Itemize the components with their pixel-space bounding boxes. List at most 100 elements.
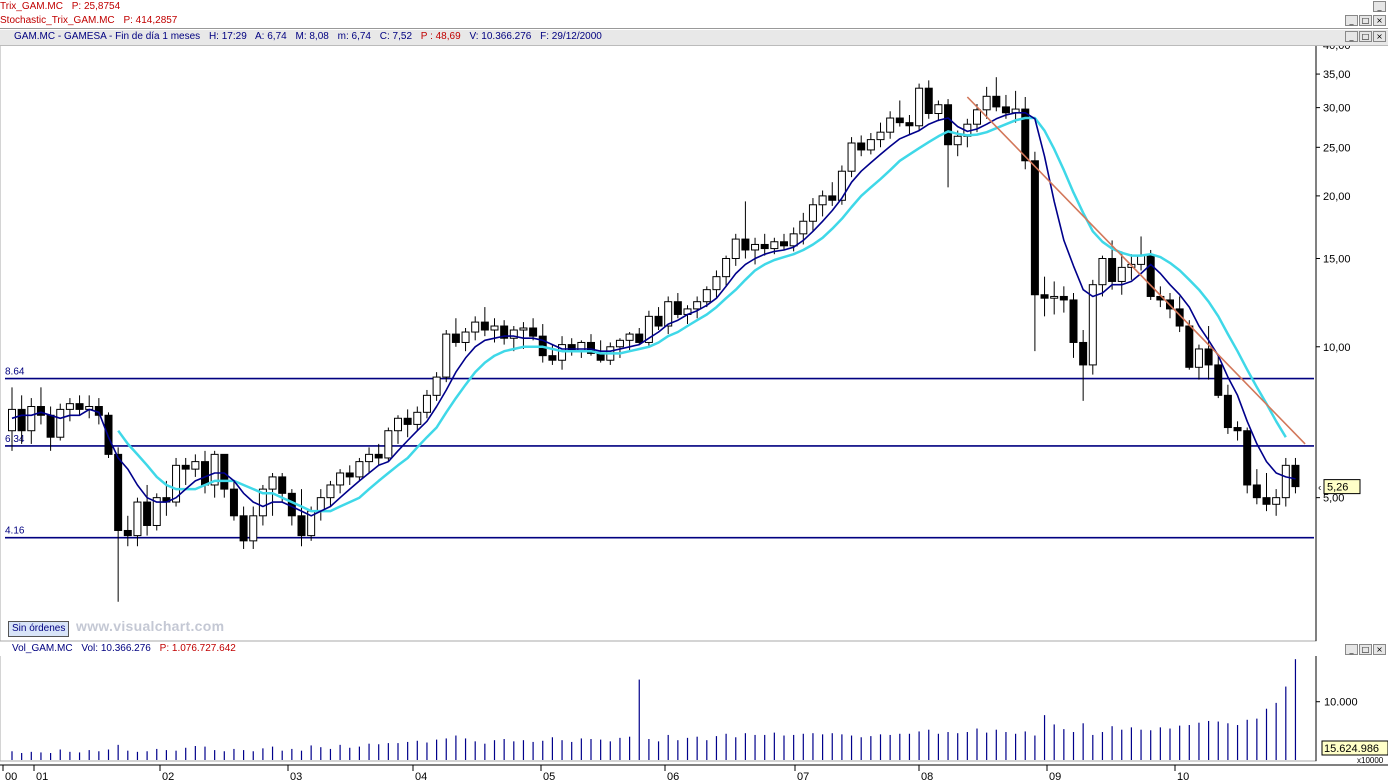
volume-study-p: P: 1.076.727.642 bbox=[159, 643, 236, 654]
y-tick-label: 5,00 bbox=[1323, 493, 1344, 505]
candle-up bbox=[509, 329, 518, 339]
stochastic-name[interactable]: Stochastic_Trix_GAM.MC bbox=[0, 15, 115, 26]
symbol-label: GAM.MC - GAMESA - Fin de día 1 meses bbox=[14, 31, 201, 42]
candle-down bbox=[1185, 325, 1194, 368]
maximize-icon[interactable]: □ bbox=[1359, 15, 1372, 26]
candle-down bbox=[1040, 294, 1049, 299]
y-tick-label: 35,00 bbox=[1323, 69, 1351, 81]
candle-up bbox=[210, 453, 219, 486]
candle-down bbox=[1262, 497, 1271, 505]
candle-down bbox=[1223, 394, 1232, 429]
candle-down bbox=[220, 453, 229, 490]
candle-down bbox=[114, 453, 123, 531]
x-tick-label: 02 bbox=[162, 771, 174, 783]
candle-down bbox=[104, 414, 113, 455]
candle-down bbox=[1175, 308, 1184, 327]
candle-down bbox=[587, 341, 595, 354]
candle-down bbox=[944, 104, 953, 146]
minimize-icon[interactable]: _ bbox=[1345, 31, 1358, 42]
candle-down bbox=[1021, 108, 1030, 162]
candle-up bbox=[847, 142, 856, 172]
candle-down bbox=[673, 301, 682, 315]
minimize-icon[interactable]: _ bbox=[1345, 15, 1358, 26]
candle-up bbox=[751, 243, 760, 251]
candle-up bbox=[461, 331, 470, 343]
y-tick-label: 20,00 bbox=[1323, 191, 1351, 203]
date-label: F: 29/12/2000 bbox=[540, 31, 602, 42]
candle-down bbox=[239, 515, 248, 542]
candle-up bbox=[644, 315, 653, 343]
candle-up bbox=[432, 376, 441, 396]
candle-down bbox=[36, 406, 45, 416]
candle-down bbox=[75, 403, 84, 410]
trix-value: P: 25,8754 bbox=[71, 1, 121, 12]
maximize-icon[interactable]: □ bbox=[1359, 31, 1372, 42]
stochastic-study-header: Stochastic_Trix_GAM.MC P: 414,2857 _ □ × bbox=[0, 14, 1388, 29]
candle-up bbox=[915, 87, 924, 127]
candle-up bbox=[8, 408, 16, 432]
x-tick-label: 04 bbox=[415, 771, 427, 783]
support-line-label: 6.34 bbox=[5, 434, 25, 445]
maximize-icon[interactable]: □ bbox=[1359, 644, 1372, 655]
trend-line bbox=[966, 96, 1306, 445]
candle-up bbox=[442, 333, 451, 378]
stochastic-window-controls: _ □ × bbox=[1345, 15, 1386, 26]
support-line-label: 8.64 bbox=[5, 367, 25, 378]
candle-down bbox=[374, 453, 383, 459]
last-volume-label: 15.624.986 bbox=[1324, 743, 1379, 755]
candle-down bbox=[278, 476, 287, 494]
candle-down bbox=[229, 488, 238, 517]
candle-down bbox=[828, 195, 837, 201]
candle-up bbox=[394, 417, 402, 432]
volume-panel-header: Vol_GAM.MC Vol: 10.366.276 P: 1.076.727.… bbox=[0, 642, 1388, 656]
candle-down bbox=[123, 529, 132, 537]
candle-up bbox=[886, 117, 895, 133]
candle-up bbox=[1272, 497, 1281, 505]
candle-up bbox=[808, 204, 817, 222]
candle-down bbox=[1146, 255, 1155, 297]
minimize-icon[interactable]: _ bbox=[1373, 1, 1386, 12]
volume-study-name[interactable]: Vol_GAM.MC bbox=[12, 643, 73, 654]
price-info-bar: GAM.MC - GAMESA - Fin de día 1 meses H: … bbox=[0, 30, 1388, 46]
candle-up bbox=[56, 408, 65, 438]
candle-up bbox=[615, 339, 624, 348]
trix-name[interactable]: Trix_GAM.MC bbox=[0, 1, 63, 12]
x-tick-label: 03 bbox=[290, 771, 302, 783]
candle-up bbox=[413, 411, 422, 425]
close-icon[interactable]: × bbox=[1373, 644, 1386, 655]
y-tick-label: 25,00 bbox=[1323, 142, 1351, 154]
candle-up bbox=[770, 241, 779, 250]
time-label: H: 17:29 bbox=[208, 31, 247, 42]
x-tick-label: 05 bbox=[543, 771, 555, 783]
candle-up bbox=[789, 233, 798, 247]
minimize-icon[interactable]: _ bbox=[1345, 644, 1358, 655]
candle-up bbox=[973, 109, 981, 125]
x-tick-label: 00 bbox=[5, 771, 17, 783]
last-volume-box bbox=[1321, 740, 1388, 756]
candle-up bbox=[953, 135, 962, 146]
candle-down bbox=[500, 325, 509, 339]
candle-up bbox=[471, 321, 480, 333]
candle-up bbox=[152, 497, 161, 526]
candle-up bbox=[191, 461, 200, 470]
watermark-logo: www.visualchart.com bbox=[76, 618, 225, 634]
candle-down bbox=[1059, 295, 1068, 301]
candle-up bbox=[982, 95, 991, 111]
candle-up bbox=[1137, 255, 1146, 265]
orders-status-button[interactable]: Sin órdenes bbox=[8, 621, 70, 637]
volume-label: V: 10.366.276 bbox=[469, 31, 532, 42]
candle-down bbox=[924, 87, 933, 115]
volume-scale-label: x10000 bbox=[1357, 756, 1384, 765]
candle-down bbox=[780, 241, 788, 247]
x-tick-label: 08 bbox=[921, 771, 933, 783]
close-icon[interactable]: × bbox=[1373, 31, 1386, 42]
candle-up bbox=[625, 333, 634, 341]
candle-down bbox=[181, 464, 190, 470]
x-tick-label: 09 bbox=[1049, 771, 1061, 783]
candle-up bbox=[693, 301, 702, 310]
y-tick-label: 15,00 bbox=[1323, 254, 1351, 266]
candle-up bbox=[876, 131, 885, 141]
close-icon[interactable]: × bbox=[1373, 15, 1386, 26]
candle-down bbox=[46, 414, 55, 438]
candle-down bbox=[895, 117, 904, 124]
